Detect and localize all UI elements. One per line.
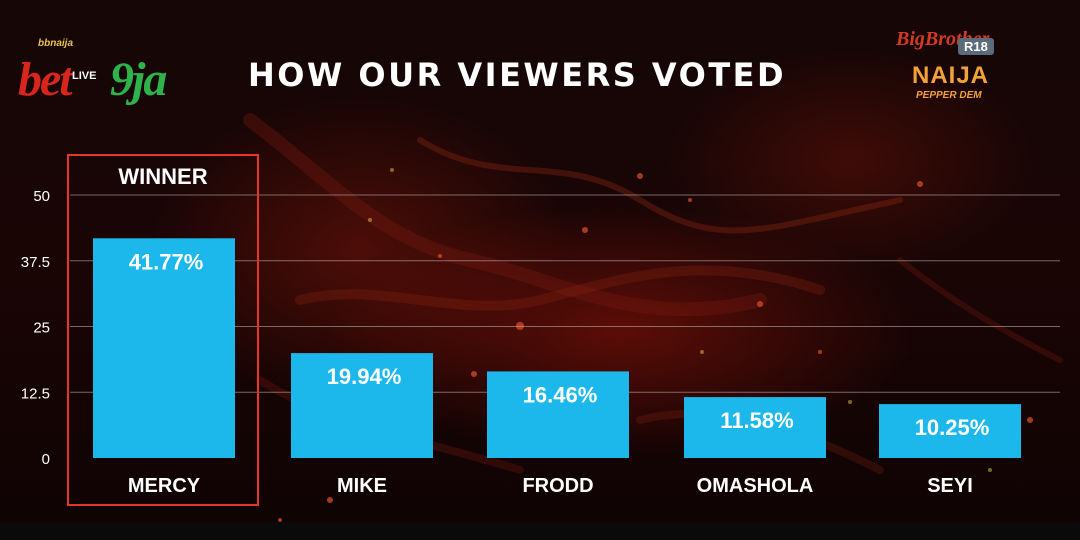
bet9ja-logo-green-text: 9ja: [110, 53, 167, 106]
x-category-label: MERCY: [128, 475, 201, 497]
bar-value-label: 19.94%: [327, 364, 402, 389]
bar-frodd: [487, 371, 629, 458]
bbnaija-small-text: bbnaija: [38, 38, 74, 49]
bar-value-label: 11.58%: [720, 408, 793, 433]
y-tick-label: 50: [33, 188, 50, 205]
y-tick-label: 12.5: [21, 385, 50, 402]
bar-omashola: [684, 397, 826, 458]
big-brother-naija-logo: BigBrother R18 NAIJA PEPPER DEM: [890, 24, 1020, 104]
naija-text: NAIJA: [912, 62, 990, 89]
y-tick-label: 37.5: [21, 254, 50, 271]
bar-mercy: [93, 238, 235, 458]
pepper-dem-text: PEPPER DEM: [916, 90, 982, 101]
bar-value-label: 10.25%: [915, 415, 990, 440]
y-tick-label: 0: [42, 451, 50, 468]
screen-bezel: [0, 522, 1080, 540]
x-category-label: SEYI: [927, 475, 973, 497]
winner-highlight-box: WINNER: [67, 154, 259, 506]
x-category-label: OMASHOLA: [697, 475, 814, 497]
live-badge: LIVE: [72, 70, 97, 82]
winner-label: WINNER: [118, 164, 208, 189]
r18-rating-badge: R18: [958, 38, 994, 55]
bar-value-label: 16.46%: [523, 382, 598, 407]
x-category-label: MIKE: [337, 475, 387, 497]
bar-seyi: [879, 404, 1021, 458]
bar-mike: [291, 353, 433, 458]
y-tick-label: 25: [33, 320, 50, 337]
bar-value-label: 41.77%: [129, 249, 204, 274]
bet9ja-logo-red-text: bet: [18, 53, 73, 106]
x-category-label: FRODD: [522, 475, 593, 497]
page-title: HOW OUR VIEWERS VOTED: [248, 56, 787, 94]
bet9ja-live-logo: bbnaija bet 9ja LIVE: [18, 38, 208, 108]
